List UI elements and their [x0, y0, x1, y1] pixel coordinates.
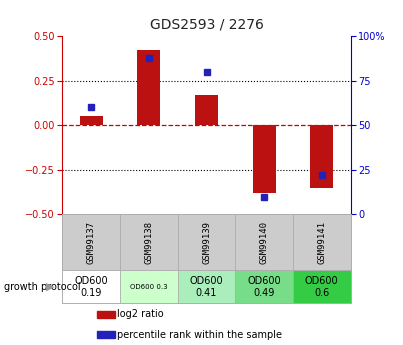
- Bar: [293, 270, 351, 303]
- Bar: [137, 50, 160, 125]
- Text: GSM99141: GSM99141: [317, 221, 326, 264]
- Bar: [293, 214, 351, 270]
- Text: GDS2593 / 2276: GDS2593 / 2276: [150, 17, 264, 31]
- Bar: [195, 95, 218, 125]
- Bar: [97, 331, 115, 338]
- Bar: [62, 214, 120, 270]
- Text: growth protocol: growth protocol: [4, 282, 81, 292]
- Text: OD600
0.6: OD600 0.6: [305, 276, 339, 298]
- Bar: [310, 125, 333, 188]
- Text: percentile rank within the sample: percentile rank within the sample: [117, 330, 282, 340]
- Text: GSM99139: GSM99139: [202, 221, 211, 264]
- Text: ▶: ▶: [46, 282, 54, 292]
- Bar: [178, 270, 235, 303]
- Text: GSM99137: GSM99137: [87, 221, 96, 264]
- Bar: [235, 270, 293, 303]
- Bar: [253, 125, 276, 193]
- Text: OD600
0.19: OD600 0.19: [75, 276, 108, 298]
- Bar: [178, 214, 235, 270]
- Text: OD600
0.41: OD600 0.41: [190, 276, 223, 298]
- Text: log2 ratio: log2 ratio: [117, 309, 164, 319]
- Text: GSM99140: GSM99140: [260, 221, 269, 264]
- Bar: [62, 270, 120, 303]
- Text: OD600
0.49: OD600 0.49: [247, 276, 281, 298]
- Text: OD600 0.3: OD600 0.3: [130, 284, 168, 290]
- Bar: [80, 116, 103, 125]
- Bar: [120, 214, 178, 270]
- Bar: [97, 310, 115, 317]
- Bar: [235, 214, 293, 270]
- Bar: [120, 270, 178, 303]
- Text: GSM99138: GSM99138: [144, 221, 154, 264]
